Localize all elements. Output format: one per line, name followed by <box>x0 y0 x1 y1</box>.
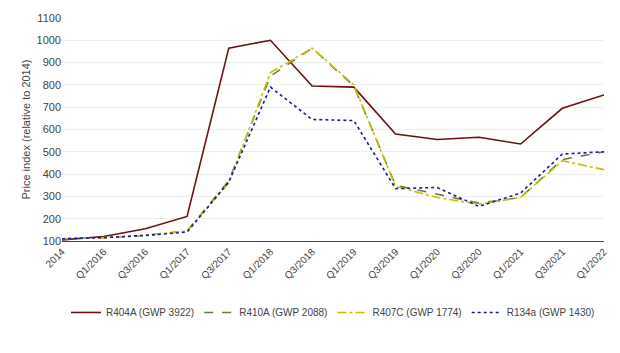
svg-text:Price index (relative to 2014): Price index (relative to 2014) <box>20 59 32 199</box>
svg-text:600: 600 <box>43 123 61 135</box>
svg-text:800: 800 <box>43 79 61 91</box>
svg-text:Q1/2017: Q1/2017 <box>157 246 192 281</box>
svg-text:200: 200 <box>43 213 61 225</box>
svg-text:Q1/2022: Q1/2022 <box>574 246 609 281</box>
svg-text:Q1/2016: Q1/2016 <box>74 246 109 281</box>
svg-text:300: 300 <box>43 190 61 202</box>
svg-text:700: 700 <box>43 101 61 113</box>
svg-text:400: 400 <box>43 168 61 180</box>
svg-text:100: 100 <box>43 235 61 247</box>
svg-text:Q1/2020: Q1/2020 <box>407 246 442 281</box>
svg-text:Q1/2018: Q1/2018 <box>240 246 275 281</box>
svg-text:1000: 1000 <box>37 34 61 46</box>
svg-text:Q3/2017: Q3/2017 <box>199 246 234 281</box>
svg-text:Q3/2021: Q3/2021 <box>532 246 567 281</box>
svg-text:Q3/2018: Q3/2018 <box>282 246 317 281</box>
svg-text:Q3/2019: Q3/2019 <box>366 246 401 281</box>
svg-text:900: 900 <box>43 56 61 68</box>
svg-text:Q1/2019: Q1/2019 <box>324 246 359 281</box>
svg-text:R407C (GWP 1774): R407C (GWP 1774) <box>372 307 461 318</box>
svg-text:2014: 2014 <box>43 246 67 270</box>
svg-text:500: 500 <box>43 146 61 158</box>
svg-text:R134a (GWP 1430): R134a (GWP 1430) <box>507 307 595 318</box>
svg-text:Q1/2021: Q1/2021 <box>491 246 526 281</box>
svg-text:R404A (GWP 3922): R404A (GWP 3922) <box>106 307 194 318</box>
svg-text:1100: 1100 <box>37 12 61 24</box>
svg-text:Q3/2016: Q3/2016 <box>115 246 150 281</box>
svg-text:Q3/2020: Q3/2020 <box>449 246 484 281</box>
svg-text:R410A (GWP 2088): R410A (GWP 2088) <box>239 307 327 318</box>
